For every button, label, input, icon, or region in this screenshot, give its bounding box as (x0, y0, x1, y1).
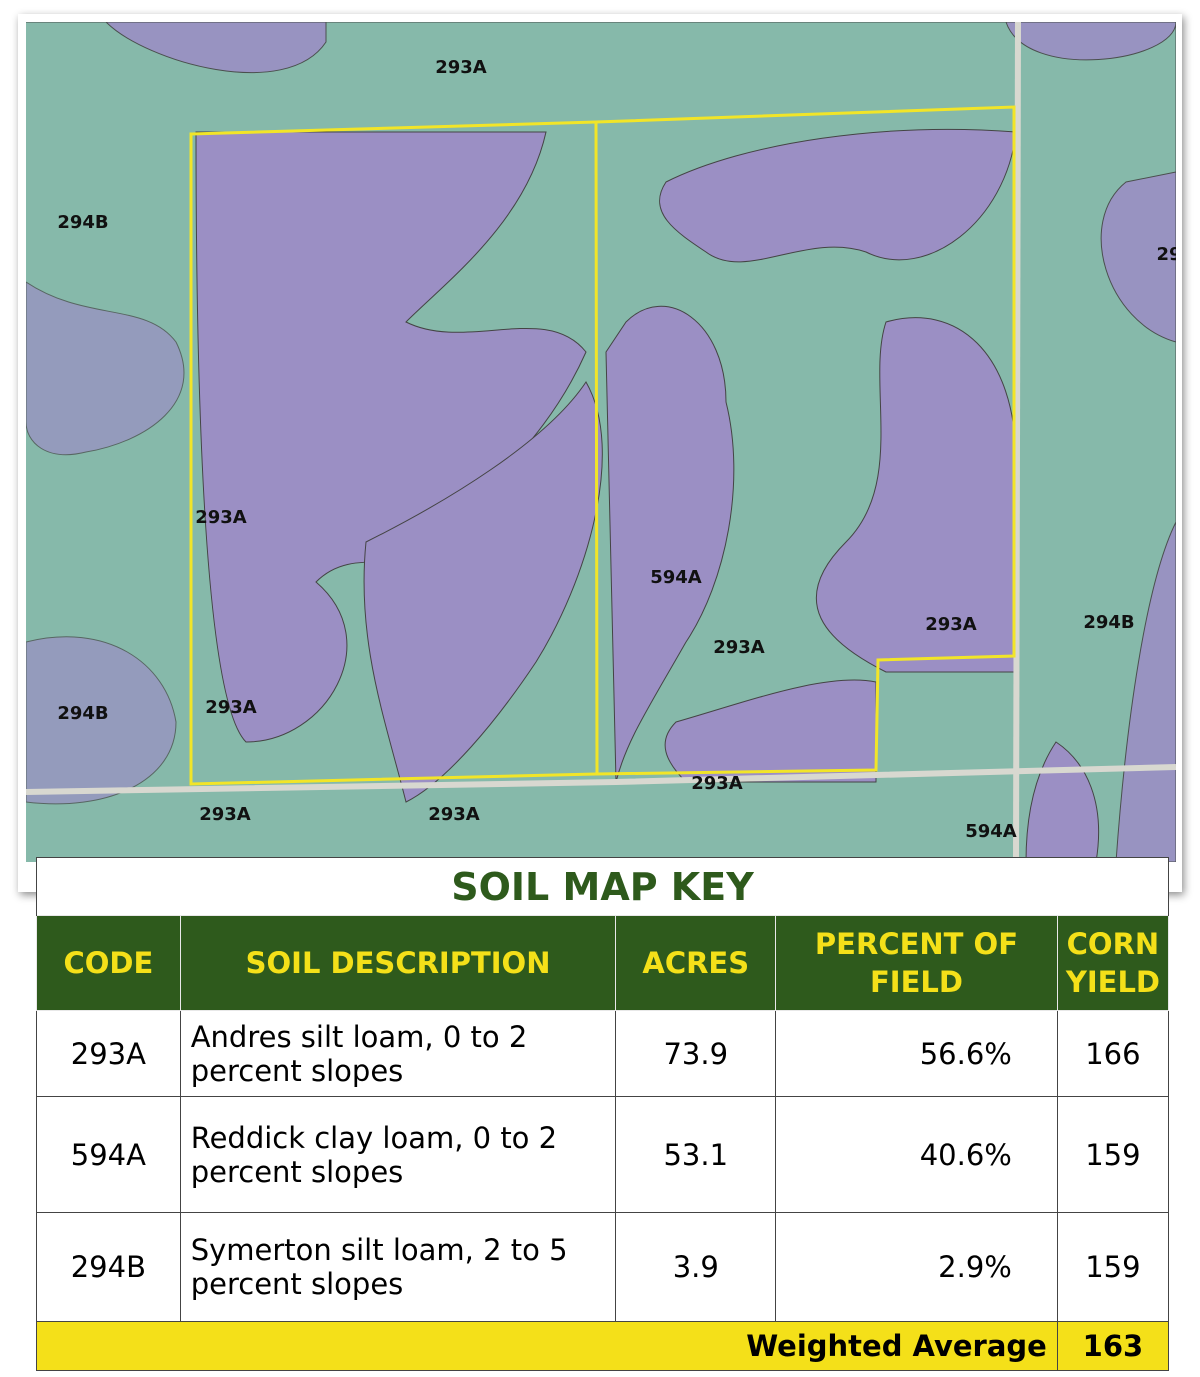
soil-code-label: 293A (428, 804, 480, 825)
cell: 159 (1056, 1212, 1170, 1322)
soil-map: 293A 294B 29 293A 594A 293A 293A 294B 294B 293A 29… (26, 22, 1176, 862)
cell: 594A (36, 1096, 181, 1213)
roads (26, 22, 1176, 862)
table-row: 594A Reddick clay loam, 0 to 2 percent s… (36, 1096, 1170, 1213)
map-frame: 293A 294B 29 293A 594A 293A 293A 294B 294B 293A 29… (18, 14, 1182, 892)
soil-code-label: 294B (57, 703, 108, 724)
cell: Symerton silt loam, 2 to 5 percent slope… (179, 1212, 617, 1322)
soil-code-label: 293A (925, 614, 977, 635)
cell: 3.9 (615, 1212, 777, 1322)
table-title: SOIL MAP KEY (36, 857, 1169, 916)
cell: Reddick clay loam, 0 to 2 percent slopes (179, 1096, 617, 1213)
footer-row: Weighted Average 163 (36, 1321, 1170, 1371)
cell: 2.9% (775, 1212, 1058, 1322)
soil-code-label: 293A (435, 57, 487, 78)
cell: 293A (36, 1010, 181, 1097)
table-row: 294B Symerton silt loam, 2 to 5 percent … (36, 1212, 1170, 1322)
cell: Andres silt loam, 0 to 2 percent slopes (179, 1010, 617, 1097)
footer-label: Weighted Average (36, 1321, 1058, 1371)
soil-code-label: 293A (199, 804, 251, 825)
table-row: 293A Andres silt loam, 0 to 2 percent sl… (36, 1010, 1170, 1097)
soil-code-label: 594A (650, 567, 702, 588)
soil-code-label: 293A (713, 637, 765, 658)
cell: 56.6% (775, 1010, 1058, 1097)
header-cell: CODE (36, 915, 181, 1011)
field-boundary (189, 105, 1016, 786)
footer-value: 163 (1056, 1321, 1170, 1371)
header-cell: SOIL DESCRIPTION (179, 915, 617, 1011)
header-cell: ACRES (615, 915, 777, 1011)
soil-key-table: SOIL MAP KEY CODE SOIL DESCRIPTION ACRES… (36, 857, 1170, 1371)
cell: 294B (36, 1212, 181, 1322)
cell: 73.9 (615, 1010, 777, 1097)
soil-code-label: 294B (57, 212, 108, 233)
soil-code-label: 293A (691, 773, 743, 794)
header-cell: PERCENT OF FIELD (775, 915, 1058, 1011)
soil-code-label: 29 (1156, 244, 1176, 265)
soil-code-label: 293A (205, 697, 257, 718)
soil-code-label: 294B (1083, 612, 1134, 633)
cell: 159 (1056, 1096, 1170, 1213)
soil-code-label: 293A (195, 507, 247, 528)
cell: 53.1 (615, 1096, 777, 1213)
header-cell: CORN YIELD (1056, 915, 1170, 1011)
soil-zones (26, 22, 1176, 862)
cell: 166 (1056, 1010, 1170, 1097)
soil-code-label: 594A (965, 821, 1017, 842)
cell: 40.6% (775, 1096, 1058, 1213)
